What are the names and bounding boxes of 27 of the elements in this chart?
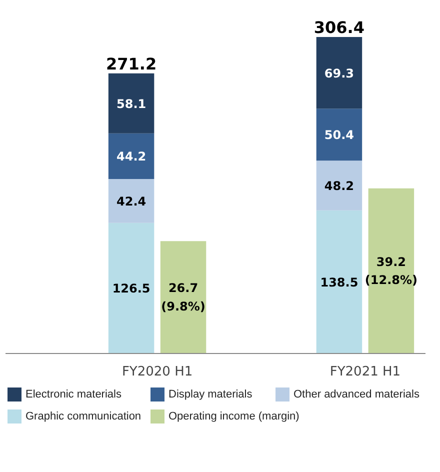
total-label: 271.2 <box>106 54 157 74</box>
legend-label: Display materials <box>168 388 253 400</box>
data-label: 42.4 <box>116 194 146 208</box>
data-label: 44.2 <box>116 150 146 164</box>
data-label: 26.7 (9.8%) <box>161 281 206 314</box>
x-tick-label: FY2020 H1 <box>122 364 193 380</box>
bar <box>108 179 154 223</box>
bar <box>316 160 362 210</box>
bar <box>108 73 154 134</box>
total-label: 306.4 <box>314 18 365 37</box>
data-label: 138.5 <box>320 275 358 290</box>
legend-label: Operating income (margin) <box>168 410 300 422</box>
data-label: 48.2 <box>324 179 354 194</box>
legend-label: Other advanced materials <box>294 388 420 400</box>
data-label: 39.2 (12.8%) <box>364 254 418 288</box>
data-label: 58.1 <box>116 96 146 111</box>
x-tick-label: FY2021 H1 <box>330 364 401 380</box>
data-label: 69.3 <box>324 66 354 80</box>
bar <box>316 108 362 161</box>
data-label: 50.4 <box>324 128 354 142</box>
bar <box>316 210 362 354</box>
bar <box>108 133 154 180</box>
bar <box>316 36 362 109</box>
bar <box>108 222 154 354</box>
legend-label: Graphic communication <box>26 410 142 422</box>
legend-label: Electronic materials <box>26 388 122 400</box>
data-label: 126.5 <box>112 282 150 296</box>
